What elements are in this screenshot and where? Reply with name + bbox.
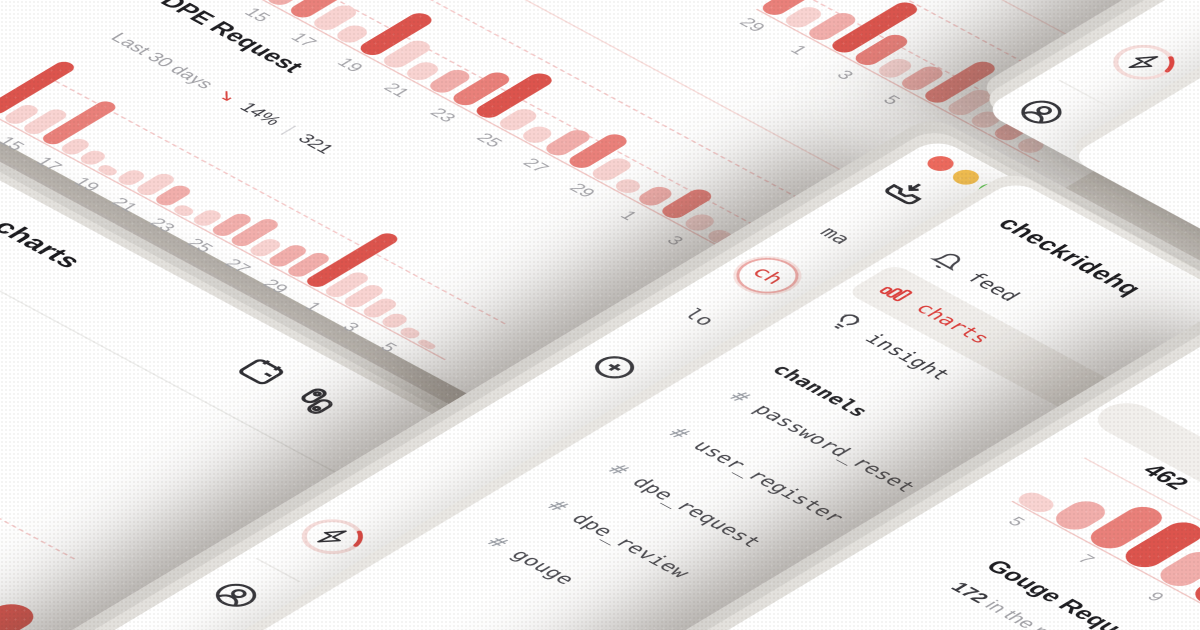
- nav-label: feed: [961, 268, 1026, 305]
- person-circle-icon: [215, 583, 257, 607]
- chart-bar: [0, 599, 43, 630]
- page-actions: [229, 353, 362, 427]
- zap-icon: [1128, 56, 1159, 69]
- sidebar-panel: checkridehq feed charts: [0, 179, 1200, 630]
- chart-bar: [611, 176, 645, 196]
- sidebar-nav: feed charts insight: [792, 233, 1200, 465]
- delta-value: 14%: [235, 99, 287, 128]
- chart-bar: [170, 203, 197, 218]
- page-title: charts: [0, 215, 89, 273]
- account-button[interactable]: [202, 576, 270, 615]
- bar-chart-icon: [879, 286, 913, 302]
- toggles-icon[interactable]: [284, 383, 349, 420]
- channel-item-gouge[interactable]: # gouge: [482, 533, 581, 587]
- close-window-button[interactable]: [922, 153, 959, 175]
- chart-bar: [1013, 489, 1059, 516]
- chart-bar: [0, 59, 79, 117]
- hash-icon: #: [663, 424, 695, 443]
- rail-divider: [1058, 79, 1111, 108]
- range-label: Last 30 days: [106, 29, 220, 92]
- chart-bar: [397, 325, 423, 341]
- lightbulb-icon: [834, 314, 860, 329]
- workspace-item-lo[interactable]: lo: [678, 305, 721, 330]
- hash-icon: #: [603, 460, 635, 479]
- zap-icon: [317, 530, 347, 543]
- logo-spinner: [1099, 37, 1189, 89]
- corner-window: [981, 0, 1200, 630]
- inbox-import-icon: [885, 183, 922, 205]
- chart-bar: [95, 163, 120, 178]
- bar-chart: [0, 310, 60, 596]
- add-workspace-button[interactable]: [582, 349, 647, 386]
- spinner-ring: [301, 519, 363, 555]
- spinner-ring: [1113, 44, 1175, 80]
- stat-separator: |: [278, 122, 302, 136]
- inbox-button[interactable]: [875, 173, 940, 210]
- plus-circle-icon: [595, 356, 635, 379]
- workspace-avatar-ch[interactable]: ch: [723, 250, 812, 301]
- channel-name: dpe_review: [566, 509, 696, 581]
- bell-icon: [929, 253, 961, 272]
- total-value: 321: [293, 130, 340, 157]
- logo-spinner: [287, 511, 377, 563]
- workspace-item-ma[interactable]: ma: [815, 223, 857, 248]
- channel-name: gouge: [506, 546, 581, 588]
- person-circle-icon: [1021, 100, 1062, 124]
- calendar-icon[interactable]: [229, 353, 294, 390]
- account-button[interactable]: [1007, 93, 1075, 132]
- hash-icon: #: [724, 387, 756, 406]
- nav-item-insight[interactable]: insight: [795, 294, 1103, 463]
- hash-icon: #: [542, 496, 574, 515]
- hash-icon: #: [482, 533, 513, 552]
- channel-name: dpe_request: [627, 473, 768, 551]
- main-app-window: ma ch lo: [0, 137, 1200, 630]
- minimize-window-button[interactable]: [947, 166, 985, 188]
- nav-item-charts[interactable]: charts: [845, 263, 1154, 433]
- rail-divider: [255, 557, 301, 583]
- chart-bar: [703, 227, 737, 246]
- nav-item-feed[interactable]: feed: [897, 233, 1200, 402]
- trend-down-arrow-icon: ↘: [211, 86, 244, 105]
